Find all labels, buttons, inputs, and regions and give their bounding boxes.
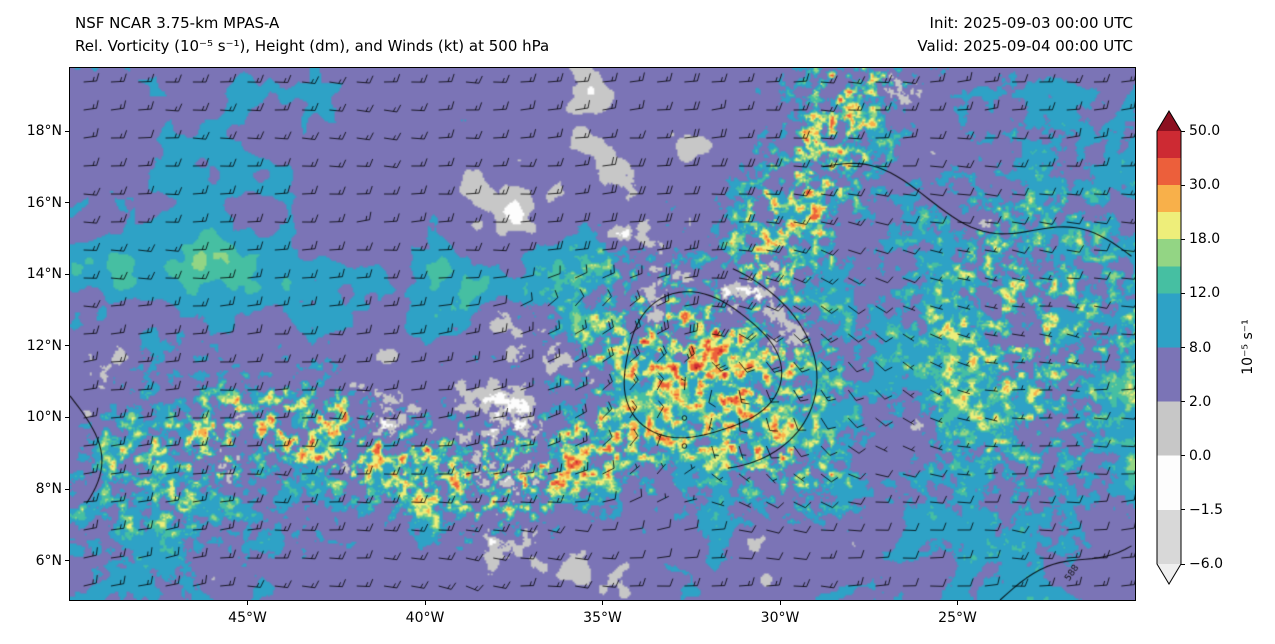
colorbar-tick bbox=[1181, 184, 1185, 186]
x-axis-tick-label: 40°W bbox=[405, 610, 445, 626]
colorbar-tick bbox=[1181, 563, 1185, 565]
y-axis-tick-label: 18°N bbox=[26, 123, 62, 139]
x-axis-tick bbox=[247, 601, 248, 605]
x-axis-tick bbox=[957, 601, 958, 605]
map-plot-area bbox=[69, 67, 1136, 601]
x-axis-tick bbox=[424, 601, 426, 605]
colorbar-tick-label: −1.5 bbox=[1189, 501, 1223, 518]
y-axis-tick-label: 6°N bbox=[35, 552, 62, 569]
y-axis-tick bbox=[65, 416, 69, 418]
x-axis-tick-label: 30°W bbox=[760, 610, 800, 626]
colorbar-tick bbox=[1181, 292, 1185, 294]
x-axis-tick bbox=[602, 601, 603, 605]
colorbar-tick-label: 8.0 bbox=[1189, 339, 1212, 356]
x-axis-tick-label: 25°W bbox=[938, 610, 977, 626]
plot-title: NSF NCAR 3.75-km MPAS-A bbox=[75, 14, 280, 32]
colorbar-tick-label: −6.0 bbox=[1189, 556, 1223, 572]
colorbar bbox=[1156, 110, 1182, 589]
y-axis-tick-label: 14°N bbox=[26, 266, 62, 283]
colorbar-gradient bbox=[1156, 110, 1182, 585]
vorticity-map-canvas bbox=[70, 68, 1135, 600]
colorbar-tick-label: 50.0 bbox=[1189, 123, 1221, 139]
y-axis-tick bbox=[65, 202, 69, 204]
y-axis-tick-label: 12°N bbox=[26, 337, 62, 354]
x-axis-tick bbox=[779, 601, 781, 605]
colorbar-tick bbox=[1181, 509, 1185, 511]
y-axis-tick-label: 10°N bbox=[26, 409, 62, 426]
y-axis-tick bbox=[65, 488, 69, 490]
y-axis-tick bbox=[65, 560, 69, 562]
colorbar-tick-label: 0.0 bbox=[1189, 447, 1212, 464]
colorbar-tick bbox=[1181, 347, 1185, 348]
colorbar-unit-text: 10⁻⁵ s⁻¹ bbox=[1240, 319, 1256, 375]
y-axis-tick-label: 16°N bbox=[26, 194, 62, 211]
plot-subtitle: Rel. Vorticity (10⁻⁵ s⁻¹), Height (dm), … bbox=[75, 37, 550, 55]
y-axis-tick-label: 8°N bbox=[35, 481, 62, 498]
colorbar-tick bbox=[1181, 455, 1185, 457]
colorbar-tick-label: 12.0 bbox=[1189, 285, 1221, 302]
colorbar-tick-label: 2.0 bbox=[1189, 393, 1212, 410]
x-axis-tick-label: 45°W bbox=[228, 610, 267, 626]
y-axis-tick bbox=[65, 345, 69, 347]
colorbar-tick bbox=[1181, 238, 1185, 240]
init-time-label: Init: 2025-09-03 00:00 UTC bbox=[929, 14, 1133, 32]
y-axis-tick bbox=[65, 273, 69, 275]
valid-time-label: Valid: 2025-09-04 00:00 UTC bbox=[917, 37, 1133, 55]
x-axis-tick-label: 35°W bbox=[583, 610, 622, 626]
colorbar-tick-label: 18.0 bbox=[1189, 231, 1221, 248]
colorbar-tick-label: 30.0 bbox=[1189, 177, 1221, 194]
colorbar-tick bbox=[1181, 130, 1185, 132]
y-axis-tick bbox=[65, 130, 69, 132]
colorbar-tick bbox=[1181, 401, 1185, 403]
